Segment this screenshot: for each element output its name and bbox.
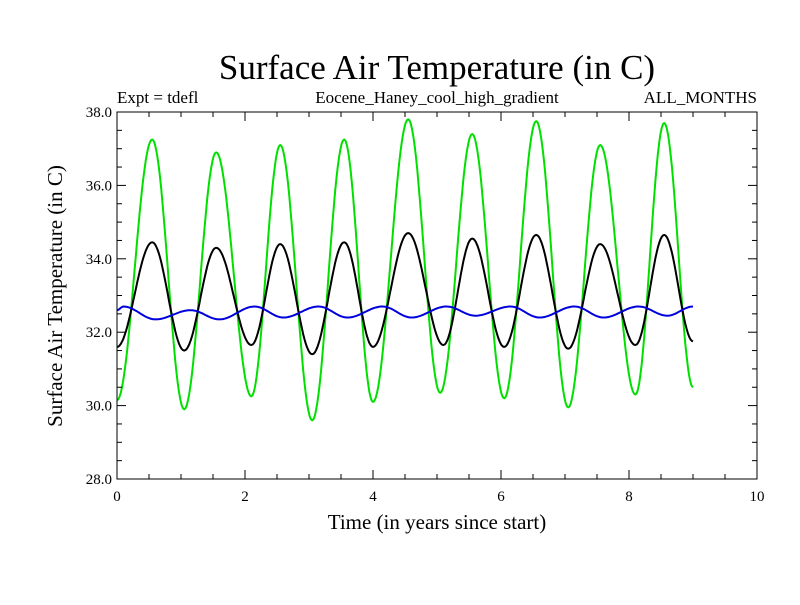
subtitle-center: Eocene_Haney_cool_high_gradient — [315, 88, 559, 107]
x-tick-label: 4 — [369, 489, 377, 505]
subtitle-left: Expt = tdefl — [117, 88, 199, 107]
y-axis-label: Surface Air Temperature (in C) — [43, 165, 67, 427]
chart-title: Surface Air Temperature (in C) — [219, 48, 655, 87]
x-axis-label: Time (in years since start) — [328, 510, 547, 534]
subtitle-right: ALL_MONTHS — [644, 88, 757, 107]
y-tick-label: 28.0 — [86, 472, 112, 488]
x-tick-label: 6 — [497, 489, 505, 505]
y-tick-label: 38.0 — [86, 105, 112, 121]
y-tick-label: 30.0 — [86, 399, 112, 415]
x-tick-label: 0 — [113, 489, 121, 505]
x-tick-label: 2 — [241, 489, 249, 505]
series-layer — [116, 118, 694, 422]
y-tick-label: 36.0 — [86, 178, 112, 194]
x-tick-label: 10 — [750, 489, 765, 505]
axes-layer: 0 2 4 6 8 10 28.0 30.0 32.0 34.0 36.0 38.0 — [86, 105, 765, 505]
x-tick-label: 8 — [625, 489, 633, 505]
series-line-1 — [116, 118, 694, 422]
series-line-3 — [116, 305, 694, 321]
series-line-2 — [116, 232, 694, 356]
plot-frame — [116, 111, 758, 480]
y-tick-label: 32.0 — [86, 325, 112, 341]
y-tick-label: 34.0 — [86, 252, 112, 268]
